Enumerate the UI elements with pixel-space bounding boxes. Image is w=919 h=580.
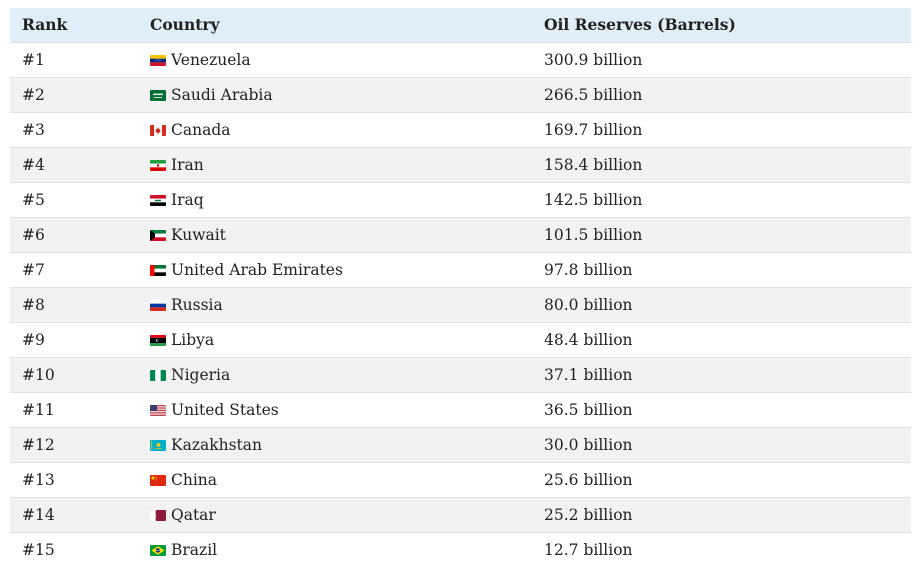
country-cell: United States (138, 392, 532, 427)
reserves-cell: 80.0 billion (544, 295, 633, 314)
country-name: Russia (171, 295, 223, 314)
rank-cell: #1 (22, 50, 45, 69)
rank-cell: #15 (22, 540, 55, 559)
table-row: #5 Iraq 142.5 billion (10, 182, 911, 217)
rank-cell: #2 (22, 85, 45, 104)
table-row: #13 China 25.6 billion (10, 462, 911, 497)
reserves-cell: 30.0 billion (544, 435, 633, 454)
russia-flag-icon (150, 299, 166, 311)
country-name: United States (171, 400, 279, 419)
rank-cell: #5 (22, 190, 45, 209)
united-states-flag-icon (150, 404, 166, 416)
country-cell: Canada (138, 112, 532, 147)
table-body: #1 Venezuela 300.9 billion #2 Saudi Arabia 26… (10, 42, 911, 567)
country-cell: Russia (138, 287, 532, 322)
country-cell: Kuwait (138, 217, 532, 252)
libya-flag-icon (150, 334, 166, 346)
rank-cell: #12 (22, 435, 55, 454)
rank-cell: #10 (22, 365, 55, 384)
country-name: Iraq (171, 190, 204, 209)
table-row: #10 Nigeria 37.1 billion (10, 357, 911, 392)
table-row: #9 Libya 48.4 billion (10, 322, 911, 357)
table-row: #11 United States 36.5 billion (10, 392, 911, 427)
saudi-arabia-flag-icon (150, 89, 166, 101)
table-row: #4 Iran 158.4 billion (10, 147, 911, 182)
reserves-cell: 300.9 billion (544, 50, 643, 69)
country-cell: Iran (138, 147, 532, 182)
country-name: Canada (171, 120, 231, 139)
rank-cell: #14 (22, 505, 55, 524)
reserves-cell: 48.4 billion (544, 330, 633, 349)
country-cell: Kazakhstan (138, 427, 532, 462)
nigeria-flag-icon (150, 369, 166, 381)
venezuela-flag-icon (150, 54, 166, 66)
country-cell: Libya (138, 322, 532, 357)
oil-reserves-table: Rank Country Oil Reserves (Barrels) #1 Ve… (10, 8, 911, 567)
country-cell: Saudi Arabia (138, 77, 532, 112)
country-name: Iran (171, 155, 204, 174)
table-row: #7 United Arab Emirates 97.8 billion (10, 252, 911, 287)
reserves-cell: 25.2 billion (544, 505, 633, 524)
reserves-cell: 101.5 billion (544, 225, 643, 244)
country-column-header[interactable]: Country (150, 15, 220, 35)
table-row: #15 Brazil 12.7 billion (10, 532, 911, 567)
kuwait-flag-icon (150, 229, 166, 241)
rank-cell: #6 (22, 225, 45, 244)
rank-cell: #11 (22, 400, 55, 419)
reserves-cell: 25.6 billion (544, 470, 633, 489)
country-cell: China (138, 462, 532, 497)
rank-cell: #9 (22, 330, 45, 349)
country-cell: Venezuela (138, 42, 532, 77)
reserves-cell: 158.4 billion (544, 155, 643, 174)
country-cell: Iraq (138, 182, 532, 217)
qatar-flag-icon (150, 509, 166, 521)
country-name: Kuwait (171, 225, 226, 244)
oil-reserves-table-container: Rank Country Oil Reserves (Barrels) #1 Ve… (10, 8, 911, 567)
rank-cell: #8 (22, 295, 45, 314)
iraq-flag-icon (150, 194, 166, 206)
country-name: Venezuela (171, 50, 251, 69)
country-name: Saudi Arabia (171, 85, 273, 104)
country-name: Nigeria (171, 365, 231, 384)
country-cell: United Arab Emirates (138, 252, 532, 287)
country-cell: Nigeria (138, 357, 532, 392)
reserves-column-header[interactable]: Oil Reserves (Barrels) (544, 15, 736, 35)
table-row: #3 Canada 169.7 billion (10, 112, 911, 147)
uae-flag-icon (150, 264, 166, 276)
rank-cell: #13 (22, 470, 55, 489)
reserves-cell: 142.5 billion (544, 190, 643, 209)
china-flag-icon (150, 474, 166, 486)
table-row: #12 Kazakhstan 30.0 billion (10, 427, 911, 462)
table-row: #6 Kuwait 101.5 billion (10, 217, 911, 252)
table-row: #1 Venezuela 300.9 billion (10, 42, 911, 77)
canada-flag-icon (150, 124, 166, 136)
reserves-cell: 169.7 billion (544, 120, 643, 139)
reserves-cell: 37.1 billion (544, 365, 633, 384)
country-name: Qatar (171, 505, 216, 524)
rank-cell: #3 (22, 120, 45, 139)
country-name: Libya (171, 330, 215, 349)
rank-cell: #4 (22, 155, 45, 174)
rank-column-header[interactable]: Rank (22, 15, 68, 35)
reserves-cell: 36.5 billion (544, 400, 633, 419)
brazil-flag-icon (150, 544, 166, 556)
rank-cell: #7 (22, 260, 45, 279)
country-name: Brazil (171, 540, 218, 559)
table-row: #8 Russia 80.0 billion (10, 287, 911, 322)
table-row: #2 Saudi Arabia 266.5 billion (10, 77, 911, 112)
reserves-cell: 97.8 billion (544, 260, 633, 279)
country-name: China (171, 470, 218, 489)
country-name: Kazakhstan (171, 435, 263, 454)
country-cell: Brazil (138, 532, 532, 567)
country-cell: Qatar (138, 497, 532, 532)
country-name: United Arab Emirates (171, 260, 343, 279)
table-header-row: Rank Country Oil Reserves (Barrels) (10, 8, 911, 42)
reserves-cell: 266.5 billion (544, 85, 643, 104)
reserves-cell: 12.7 billion (544, 540, 633, 559)
table-row: #14 Qatar 25.2 billion (10, 497, 911, 532)
iran-flag-icon (150, 159, 166, 171)
kazakhstan-flag-icon (150, 439, 166, 451)
